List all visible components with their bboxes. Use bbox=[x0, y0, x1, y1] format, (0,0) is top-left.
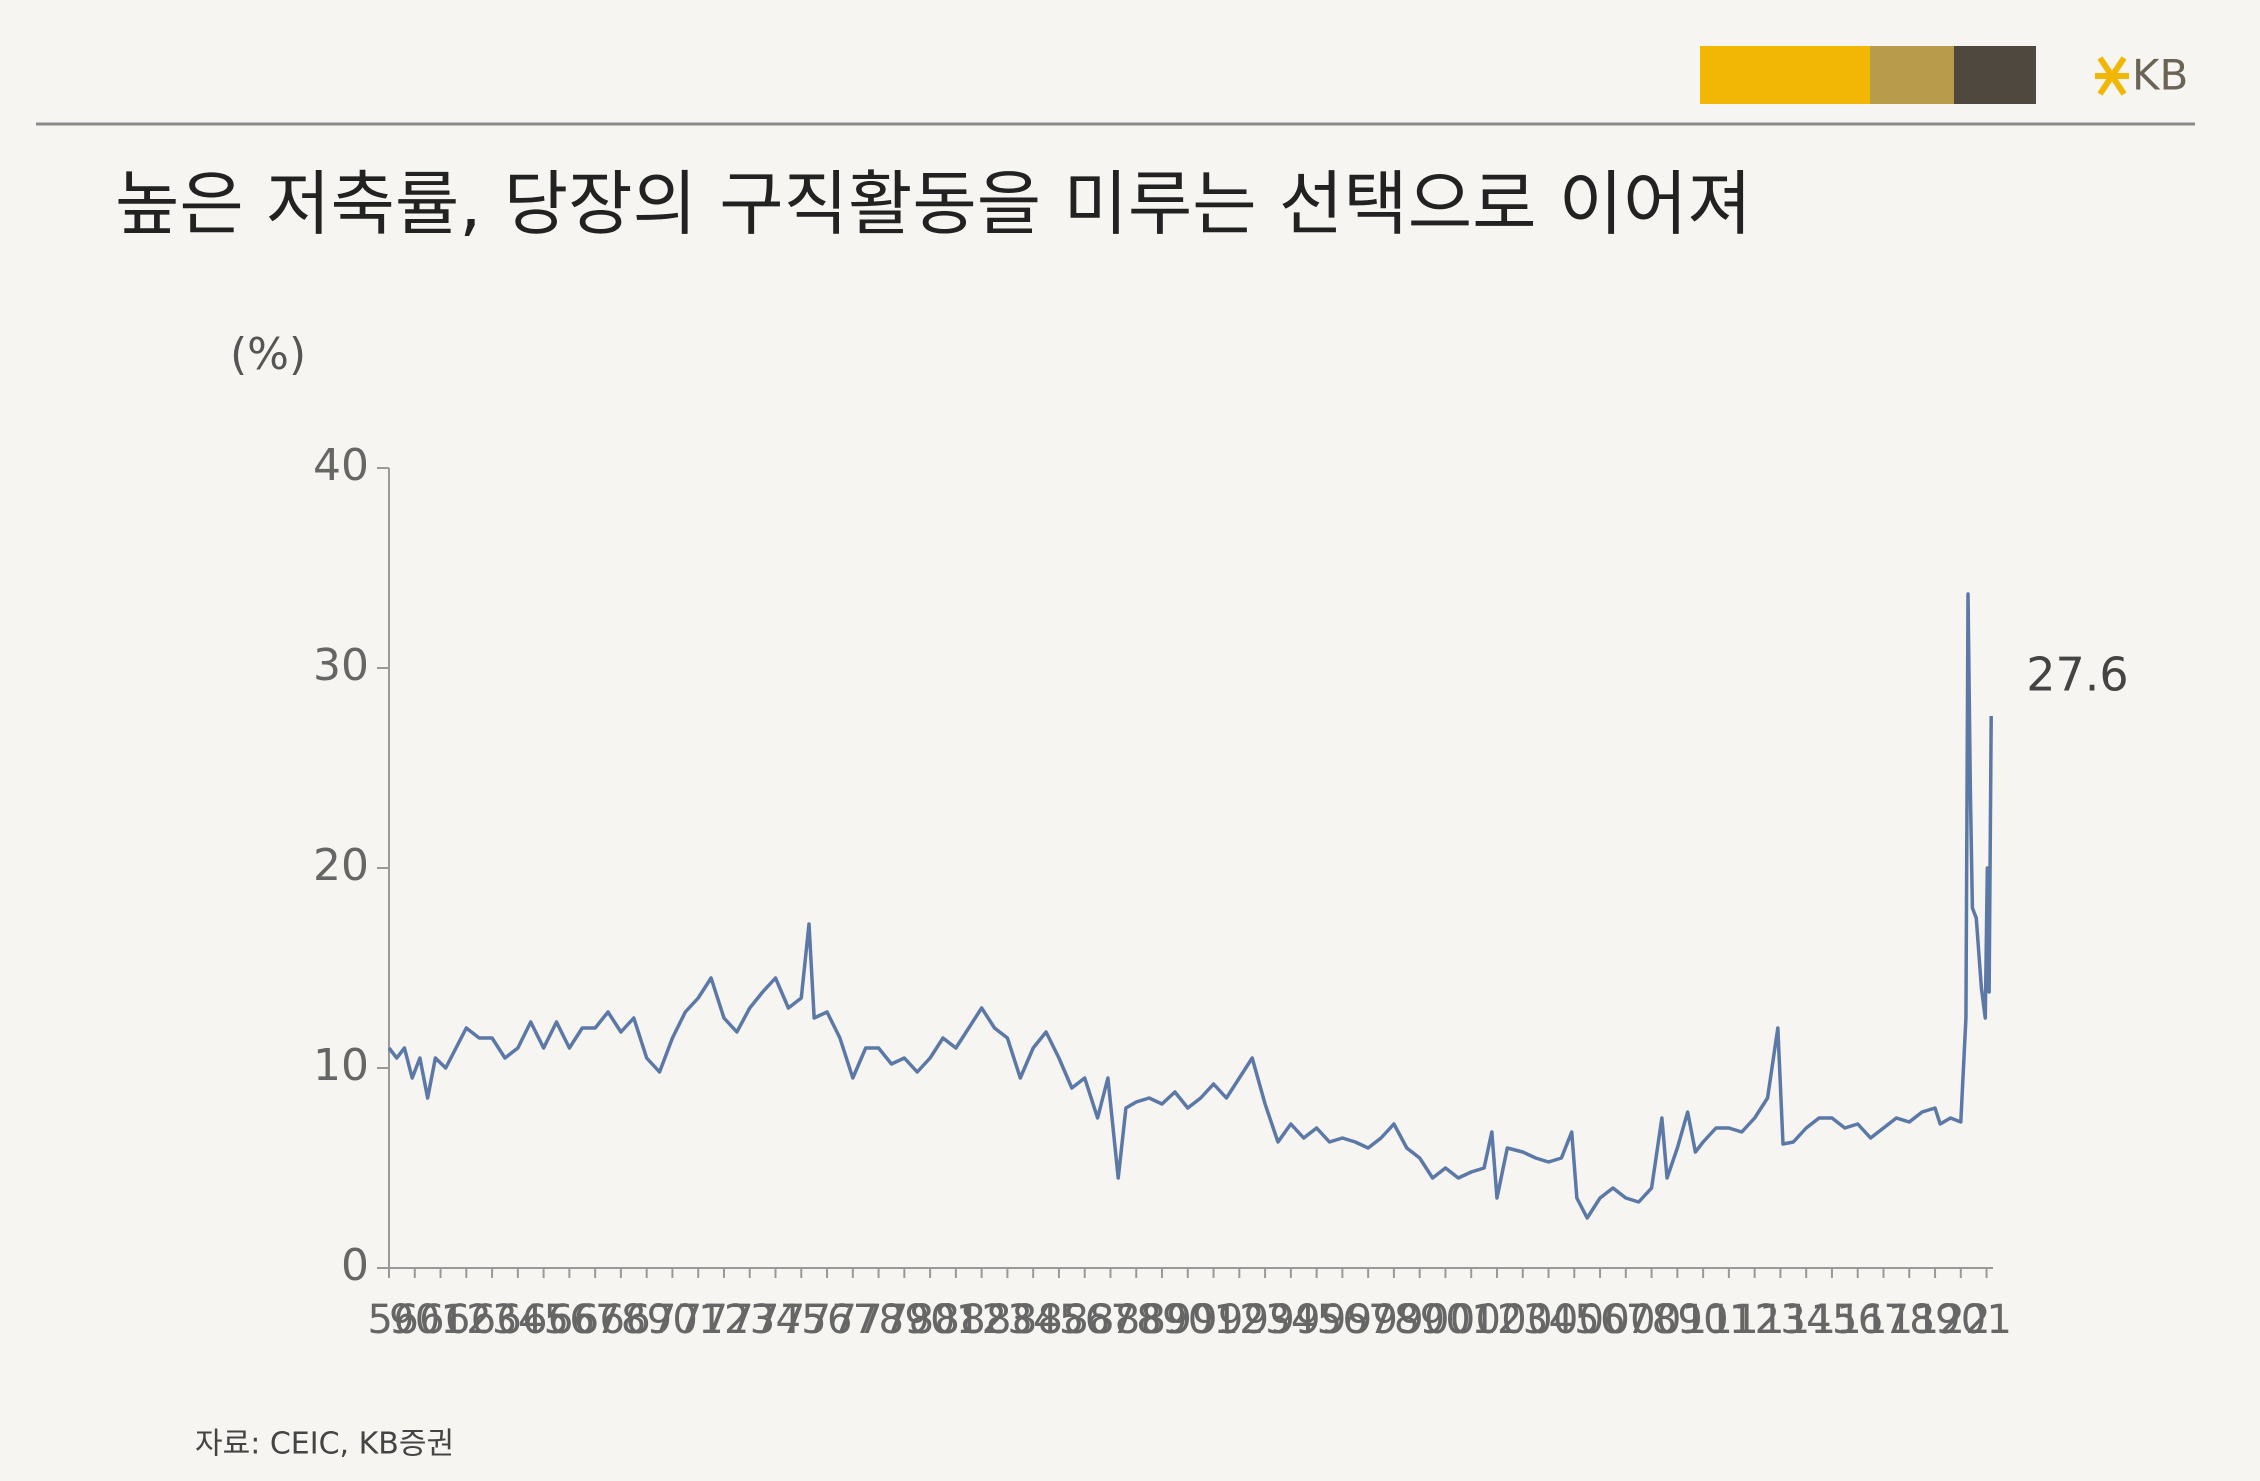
x-tick-label: 92 bbox=[1218, 1297, 1261, 1343]
x-tick-label: 69 bbox=[625, 1297, 669, 1343]
brand-bar bbox=[1700, 46, 1870, 104]
x-tick-label: 00 bbox=[1424, 1297, 1468, 1343]
x-tick-label: 21 bbox=[1965, 1297, 2008, 1343]
brand-bar bbox=[1954, 46, 2036, 104]
x-tick-label: 10 bbox=[1682, 1297, 1726, 1343]
x-tick-label: 16 bbox=[1836, 1297, 1880, 1343]
x-tick-label: 90 bbox=[1166, 1297, 1210, 1343]
x-tick-label: 17 bbox=[1862, 1297, 1906, 1343]
x-tick-label: 83 bbox=[986, 1297, 1030, 1343]
x-tick-label: 85 bbox=[1037, 1297, 1080, 1343]
x-tick-label: 09 bbox=[1656, 1297, 1700, 1343]
x-tick-label: 61 bbox=[419, 1297, 462, 1343]
x-tick-label: 05 bbox=[1553, 1297, 1596, 1343]
x-tick-label: 03 bbox=[1501, 1297, 1545, 1343]
x-tick-label: 91 bbox=[1192, 1297, 1235, 1343]
x-tick-label: 73 bbox=[728, 1297, 772, 1343]
x-tick-label: 14 bbox=[1785, 1297, 1830, 1343]
y-unit: (%) bbox=[230, 329, 306, 380]
x-tick-label: 80 bbox=[909, 1297, 953, 1343]
x-tick-label: 78 bbox=[857, 1297, 901, 1343]
x-tick-label: 18 bbox=[1888, 1297, 1932, 1343]
x-tick-label: 81 bbox=[934, 1297, 977, 1343]
x-tick-label: 19 bbox=[1914, 1297, 1958, 1343]
x-tick-label: 12 bbox=[1733, 1297, 1776, 1343]
x-tick-label: 02 bbox=[1476, 1297, 1519, 1343]
x-tick-label: 86 bbox=[1063, 1297, 1107, 1343]
x-tick-label: 99 bbox=[1398, 1297, 1442, 1343]
x-tick-label: 98 bbox=[1372, 1297, 1416, 1343]
last-value-label: 27.6 bbox=[2026, 648, 2128, 702]
x-tick-label: 95 bbox=[1295, 1297, 1338, 1343]
x-tick-label: 74 bbox=[754, 1297, 799, 1343]
x-tick-label: 72 bbox=[703, 1297, 746, 1343]
logo-text: KB bbox=[2132, 51, 2188, 100]
x-tick-label: 67 bbox=[574, 1297, 618, 1343]
x-tick-label: 77 bbox=[831, 1297, 875, 1343]
x-tick-label: 15 bbox=[1811, 1297, 1854, 1343]
series-line bbox=[387, 592, 1993, 1220]
y-tick-label: 10 bbox=[313, 1040, 369, 1091]
x-tick-label: 65 bbox=[522, 1297, 565, 1343]
logo-star bbox=[2095, 56, 2129, 96]
x-tick-label: 87 bbox=[1089, 1297, 1133, 1343]
y-tick-label: 0 bbox=[341, 1240, 369, 1291]
y-tick-label: 30 bbox=[313, 640, 369, 691]
x-tick-label: 94 bbox=[1269, 1297, 1314, 1343]
x-tick-label: 08 bbox=[1630, 1297, 1674, 1343]
x-tick-label: 68 bbox=[599, 1297, 643, 1343]
x-tick-label: 04 bbox=[1527, 1297, 1572, 1343]
x-tick-label: 60 bbox=[393, 1297, 437, 1343]
x-tick-label: 64 bbox=[496, 1297, 541, 1343]
source: 자료: CEIC, KB증권 bbox=[195, 1427, 454, 1462]
x-tick-label: 96 bbox=[1321, 1297, 1365, 1343]
x-tick-label: 82 bbox=[960, 1297, 1003, 1343]
x-tick-label: 63 bbox=[471, 1297, 515, 1343]
y-tick-label: 20 bbox=[313, 840, 369, 891]
title: 높은 저축률, 당장의 구직활동을 미루는 선택으로 이어져 bbox=[115, 163, 1752, 245]
x-tick-label: 76 bbox=[806, 1297, 850, 1343]
x-tick-label: 71 bbox=[677, 1297, 720, 1343]
y-tick-label: 40 bbox=[313, 440, 369, 491]
x-tick-label: 84 bbox=[1012, 1297, 1057, 1343]
x-tick-label: 62 bbox=[445, 1297, 488, 1343]
x-tick-label: 66 bbox=[548, 1297, 592, 1343]
x-tick-label: 70 bbox=[651, 1297, 695, 1343]
plot: 0102030405960616263646566676869707172737… bbox=[313, 440, 2129, 1343]
x-tick-label: 20 bbox=[1939, 1297, 1983, 1343]
x-tick-label: 01 bbox=[1450, 1297, 1493, 1343]
x-tick-label: 97 bbox=[1347, 1297, 1391, 1343]
x-tick-label: 88 bbox=[1115, 1297, 1159, 1343]
x-tick-label: 89 bbox=[1141, 1297, 1185, 1343]
x-tick-label: 06 bbox=[1579, 1297, 1623, 1343]
x-tick-label: 93 bbox=[1244, 1297, 1288, 1343]
x-tick-label: 07 bbox=[1604, 1297, 1648, 1343]
x-tick-label: 59 bbox=[368, 1297, 412, 1343]
x-tick-label: 75 bbox=[780, 1297, 823, 1343]
brand-bar bbox=[1870, 46, 1954, 104]
x-tick-label: 11 bbox=[1707, 1297, 1750, 1343]
x-tick-label: 79 bbox=[883, 1297, 927, 1343]
x-tick-label: 13 bbox=[1759, 1297, 1803, 1343]
